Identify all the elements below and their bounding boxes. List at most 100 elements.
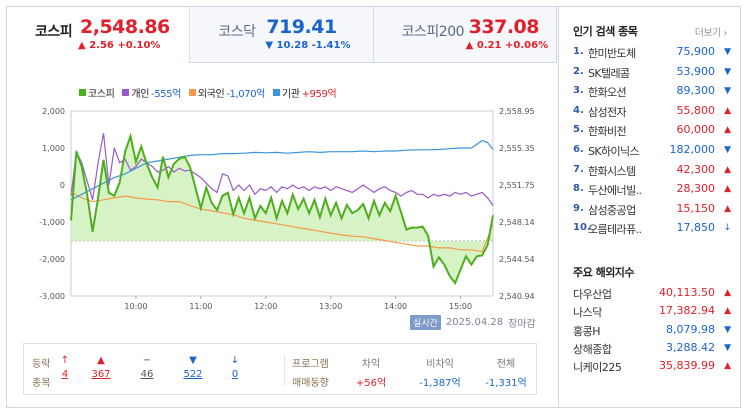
rank-number: 8.: [573, 183, 584, 195]
stock-name: SK텔레콤: [588, 66, 630, 80]
right-tick-label: 2,555.35: [499, 144, 535, 153]
rank-number: 5.: [573, 124, 584, 136]
up-arrow-icon: ▲: [724, 203, 731, 214]
tab-change: ▲ 0.21 +0.06%: [465, 40, 549, 51]
market-status: 장마감: [508, 319, 536, 330]
stock-price: 60,000: [676, 123, 716, 137]
popular-item[interactable]: 4. 삼성전자 55,800 ▲: [573, 104, 733, 121]
down-arrow-icon: ▼: [189, 355, 197, 366]
world-index-item[interactable]: 니케이225 35,839.99 ▲: [573, 359, 733, 377]
world-index-item[interactable]: 나스닥 17,382.94 ▲: [573, 304, 733, 322]
rank-number: 3.: [573, 85, 584, 97]
down-arrow-icon: ▼: [265, 40, 274, 51]
limit-up-count[interactable]: ↑ 4: [58, 355, 72, 380]
rank-number: 9.: [573, 202, 584, 214]
legend-swatch: [122, 89, 130, 96]
popular-item[interactable]: 1. 한미반도체 75,900 ▼: [573, 45, 733, 62]
index-name: 다우산업: [573, 288, 612, 301]
popular-item[interactable]: 8. 두산에너빌.. 28,300 ▲: [573, 182, 733, 199]
legend-swatch: [79, 89, 86, 96]
up-arrow-icon: ▲: [724, 306, 731, 317]
program-arbitrage: 차익 +56억: [355, 359, 387, 389]
x-tick-label: 11:00: [189, 302, 212, 311]
stock-price: 53,900: [676, 64, 716, 78]
limit-down-count[interactable]: ↓ 0: [220, 355, 250, 380]
stock-price: 15,150: [676, 201, 716, 215]
stock-price: 17,850: [676, 221, 716, 235]
up-arrow-icon: ▲: [78, 40, 86, 51]
legend-foreign: 외국인 -1,070억: [188, 85, 265, 100]
left-tick-label: -2,000: [39, 255, 65, 264]
tab-change: ▼ 10.28 -1.41%: [265, 40, 351, 51]
up-arrow-icon: ▲: [724, 105, 731, 116]
stock-name: 오름테라퓨..: [588, 223, 642, 237]
realtime-badge[interactable]: 실시간: [410, 315, 441, 330]
right-tick-label: 2,540.94: [499, 292, 535, 301]
stock-name: 삼성전자: [588, 105, 627, 119]
stock-name: 삼성중공업: [588, 203, 636, 217]
index-name: 홍콩H: [573, 324, 601, 338]
rank-number: 2.: [573, 65, 584, 77]
popular-item[interactable]: 7. 한화시스템 42,300 ▲: [573, 163, 733, 180]
more-link[interactable]: 더보기 ›: [694, 28, 728, 39]
stock-price: 55,800: [676, 103, 716, 117]
kospi-area: [71, 136, 493, 284]
limit-down-icon: ↓: [230, 355, 240, 366]
stock-price: 42,300: [676, 162, 716, 176]
plot-frame: [70, 110, 494, 297]
tab-value: 337.08: [468, 16, 540, 38]
popular-item[interactable]: 6. SK하이닉스 182,000 ▼: [573, 143, 733, 160]
stock-price: 75,900: [676, 45, 716, 58]
world-index-item[interactable]: 다우산업 40,113.50 ▲: [573, 286, 733, 304]
legend-swatch: [272, 89, 280, 96]
tab-kospi200[interactable]: 코스피200 337.08 ▲ 0.21 +0.06%: [373, 7, 557, 63]
program-total: 전체 -1,331억: [485, 359, 527, 389]
right-tick-label: 2,551.75: [499, 181, 535, 190]
right-tick-label: 2,548.14: [499, 218, 535, 227]
kospi-intraday-chart: 코스피 개인 -555억 외국인 -1,070억 기관 +959억 2,000 1,00…: [7, 67, 557, 332]
advance-count[interactable]: ▲ 367: [86, 355, 116, 380]
flat-dash-icon: −: [142, 355, 152, 366]
chart-svg: 2,000 1,000 0 -1,000 -2,000 -3,000 2,558.95 2,5…: [39, 107, 535, 311]
down-arrow-icon: ▼: [724, 342, 731, 353]
series-line-3: [70, 139, 494, 201]
popular-item[interactable]: 5. 한화비전 60,000 ▲: [573, 123, 733, 140]
up-arrow-icon: ▲: [724, 164, 731, 175]
rank-number: 7.: [573, 163, 584, 175]
up-arrow-icon: ▲: [465, 40, 474, 51]
index-value: 35,839.99: [659, 359, 715, 373]
down-arrow-icon: ▼: [724, 145, 731, 155]
popular-title: 인기 검색 종목: [573, 25, 638, 38]
up-arrow-icon: ▲: [724, 184, 731, 195]
index-name: 니케이225: [573, 361, 622, 375]
right-tick-label: 2,544.54: [499, 255, 535, 264]
breadth-label: 등락 종목: [32, 359, 51, 389]
tab-name: 코스닥: [218, 24, 256, 40]
program-non-arbitrage: 비차익 -1,387억: [419, 359, 461, 389]
down-arrow-icon: ▼: [724, 66, 731, 77]
popular-item[interactable]: 2. SK텔레콤 53,900 ▼: [573, 65, 733, 82]
right-panel: 인기 검색 종목 더보기 › 1. 한미반도체 75,900 ▼ 2. SK텔레콤 53,9…: [558, 7, 741, 407]
x-tick-label: 15:00: [449, 302, 472, 311]
index-name: 상해종합: [573, 342, 612, 356]
decline-count[interactable]: ▼ 522: [178, 355, 208, 380]
up-arrow-icon: ▲: [97, 355, 105, 366]
tab-kosdaq[interactable]: 코스닥 719.41 ▼ 10.28 -1.41%: [190, 7, 374, 63]
world-index-item[interactable]: 홍콩H 8,079.98 ▼: [573, 323, 733, 341]
popular-item[interactable]: 9. 삼성중공업 15,150 ▲: [573, 202, 733, 219]
left-tick-label: 1,000: [42, 144, 65, 153]
unchanged-count[interactable]: − 46: [132, 355, 162, 380]
legend-individual: 개인 -555억: [122, 85, 181, 100]
tab-kospi[interactable]: 코스피 2,548.86 ▲ 2.56 +0.10%: [7, 7, 191, 63]
left-tick-label: -1,000: [39, 218, 65, 227]
popular-item[interactable]: 3. 한화오션 89,300 ▼: [573, 84, 733, 101]
chart-date: 2025.04.28: [445, 317, 504, 328]
tab-value: 2,548.86: [80, 16, 170, 38]
index-tabs: 코스피 2,548.86 ▲ 2.56 +0.10% 코스닥 719.41 ▼ …: [7, 7, 557, 63]
series-line-2: [70, 191, 494, 253]
down-arrow-icon: ▼: [724, 47, 731, 57]
popular-item[interactable]: 10. 오름테라퓨.. 17,850 ↓: [573, 221, 733, 238]
world-index-item[interactable]: 상해종합 3,288.42 ▼: [573, 341, 733, 359]
rank-number: 10.: [573, 222, 591, 234]
stock-name: 두산에너빌..: [588, 184, 642, 198]
